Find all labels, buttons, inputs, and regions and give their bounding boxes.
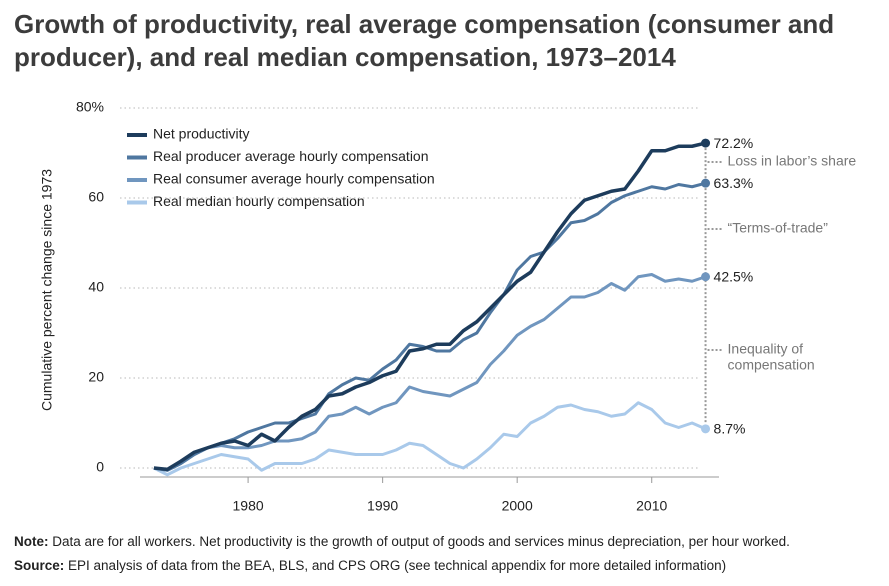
chart-title: Growth of productivity, real average com… — [14, 9, 835, 72]
source-label: Source: — [14, 558, 65, 573]
y-axis-label: Cumulative percent change since 1973 — [39, 169, 55, 411]
end-label: 72.2% — [714, 135, 754, 151]
annotation: Loss in labor’s share — [728, 153, 857, 169]
legend-label: Real consumer average hourly compensatio… — [153, 171, 435, 187]
legend-label: Net productivity — [153, 126, 249, 142]
annotation: compensation — [728, 357, 815, 373]
source-text: EPI analysis of data from the BEA, BLS, … — [68, 558, 727, 573]
x-tick-label: 1980 — [233, 498, 264, 514]
source: Source: EPI analysis of data from the BE… — [14, 558, 726, 573]
end-marker — [701, 272, 711, 282]
y-tick-label: 0 — [96, 459, 104, 475]
x-tick-label: 2000 — [502, 498, 533, 514]
note-label: Note: — [14, 534, 49, 549]
end-label: 8.7% — [714, 421, 746, 437]
note: Note: Data are for all workers. Net prod… — [14, 534, 790, 549]
legend-label: Real median hourly compensation — [153, 193, 365, 209]
legend-label: Real producer average hourly compensatio… — [153, 148, 429, 164]
y-tick-label: 80% — [76, 99, 104, 115]
series-line — [153, 181, 706, 472]
annotation: Inequality of — [728, 341, 804, 357]
x-tick-label: 1990 — [367, 498, 398, 514]
end-marker — [701, 138, 711, 148]
end-label: 63.3% — [714, 175, 754, 191]
series-line — [153, 273, 707, 472]
end-label: 42.5% — [714, 268, 754, 284]
series-line — [153, 401, 707, 477]
chart: Cumulative percent change since 1973 0 20… — [39, 99, 857, 514]
end-marker — [701, 178, 711, 188]
y-tick-label: 40 — [88, 279, 104, 295]
y-tick-label: 60 — [88, 189, 104, 205]
note-text: Data are for all workers. Net productivi… — [52, 534, 790, 549]
y-tick-label: 20 — [88, 369, 104, 385]
annotation: “Terms-of-trade” — [728, 220, 829, 236]
series-line — [153, 141, 706, 472]
end-marker — [701, 424, 711, 434]
x-tick-label: 2010 — [636, 498, 667, 514]
